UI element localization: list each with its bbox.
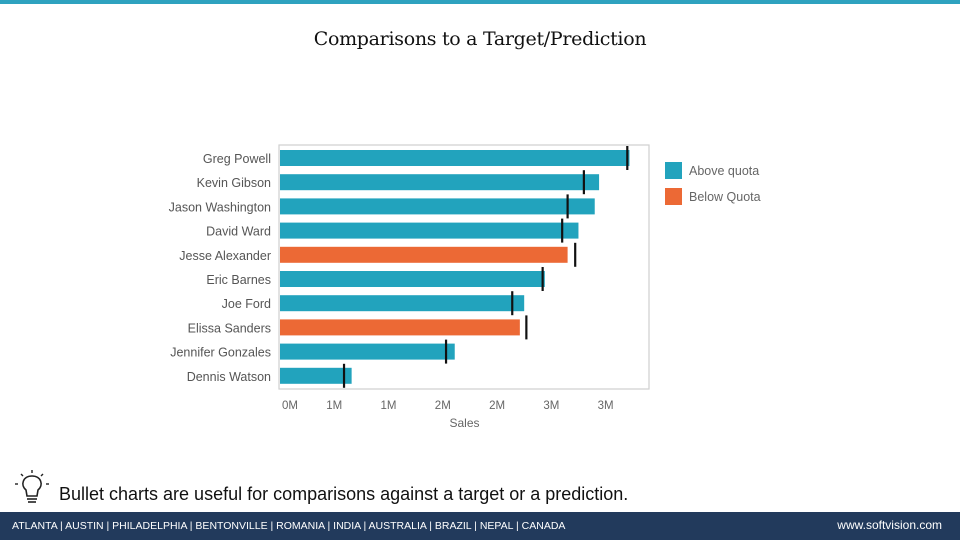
bar — [280, 319, 520, 336]
bullet-chart: Greg Powell Kevin Gibson Jason Washington D… — [169, 144, 761, 430]
category-label: Elissa Sanders — [188, 321, 271, 335]
legend-swatch — [665, 162, 682, 179]
category-label: Joe Ford — [222, 297, 271, 311]
x-tick-label: 2M — [489, 400, 505, 412]
x-tick-label: 3M — [598, 400, 614, 412]
legend-swatch — [665, 188, 682, 205]
footer-website[interactable]: www.softvision.com — [837, 518, 942, 532]
category-label: Eric Barnes — [206, 273, 271, 287]
category-label: Kevin Gibson — [197, 176, 271, 190]
category-label: Greg Powell — [203, 152, 271, 166]
bar — [280, 222, 579, 239]
bar — [280, 198, 595, 215]
lightbulb-icon — [15, 470, 49, 503]
category-label: Jennifer Gonzales — [170, 346, 271, 360]
x-tick-label: 1M — [326, 400, 342, 412]
x-tick-label: 1M — [381, 400, 397, 412]
bar — [280, 174, 600, 191]
x-tick-label: 0M — [282, 400, 298, 412]
x-tick-label: 2M — [435, 400, 451, 412]
slide-caption: Bullet charts are useful for comparisons… — [59, 484, 629, 504]
category-label: Jason Washington — [169, 200, 271, 214]
top-accent-rule — [0, 0, 960, 4]
category-label: David Ward — [206, 225, 271, 239]
bar — [280, 343, 455, 360]
footer-locations: ATLANTA | AUSTIN | PHILADELPHIA | BENTON… — [12, 520, 566, 532]
bar — [280, 246, 568, 263]
bar — [280, 295, 525, 312]
slide-title: Comparisons to a Target/Prediction — [313, 28, 647, 50]
x-tick-label: 3M — [543, 400, 559, 412]
bar — [280, 367, 352, 384]
bar — [280, 150, 630, 166]
bar — [280, 271, 545, 287]
footer-bar: ATLANTA | AUSTIN | PHILADELPHIA | BENTON… — [0, 512, 960, 540]
legend-label: Below Quota — [689, 190, 761, 204]
legend-label: Above quota — [689, 164, 759, 178]
category-label: Jesse Alexander — [179, 249, 271, 263]
x-axis-label: Sales — [449, 416, 479, 430]
category-label: Dennis Watson — [187, 370, 271, 384]
